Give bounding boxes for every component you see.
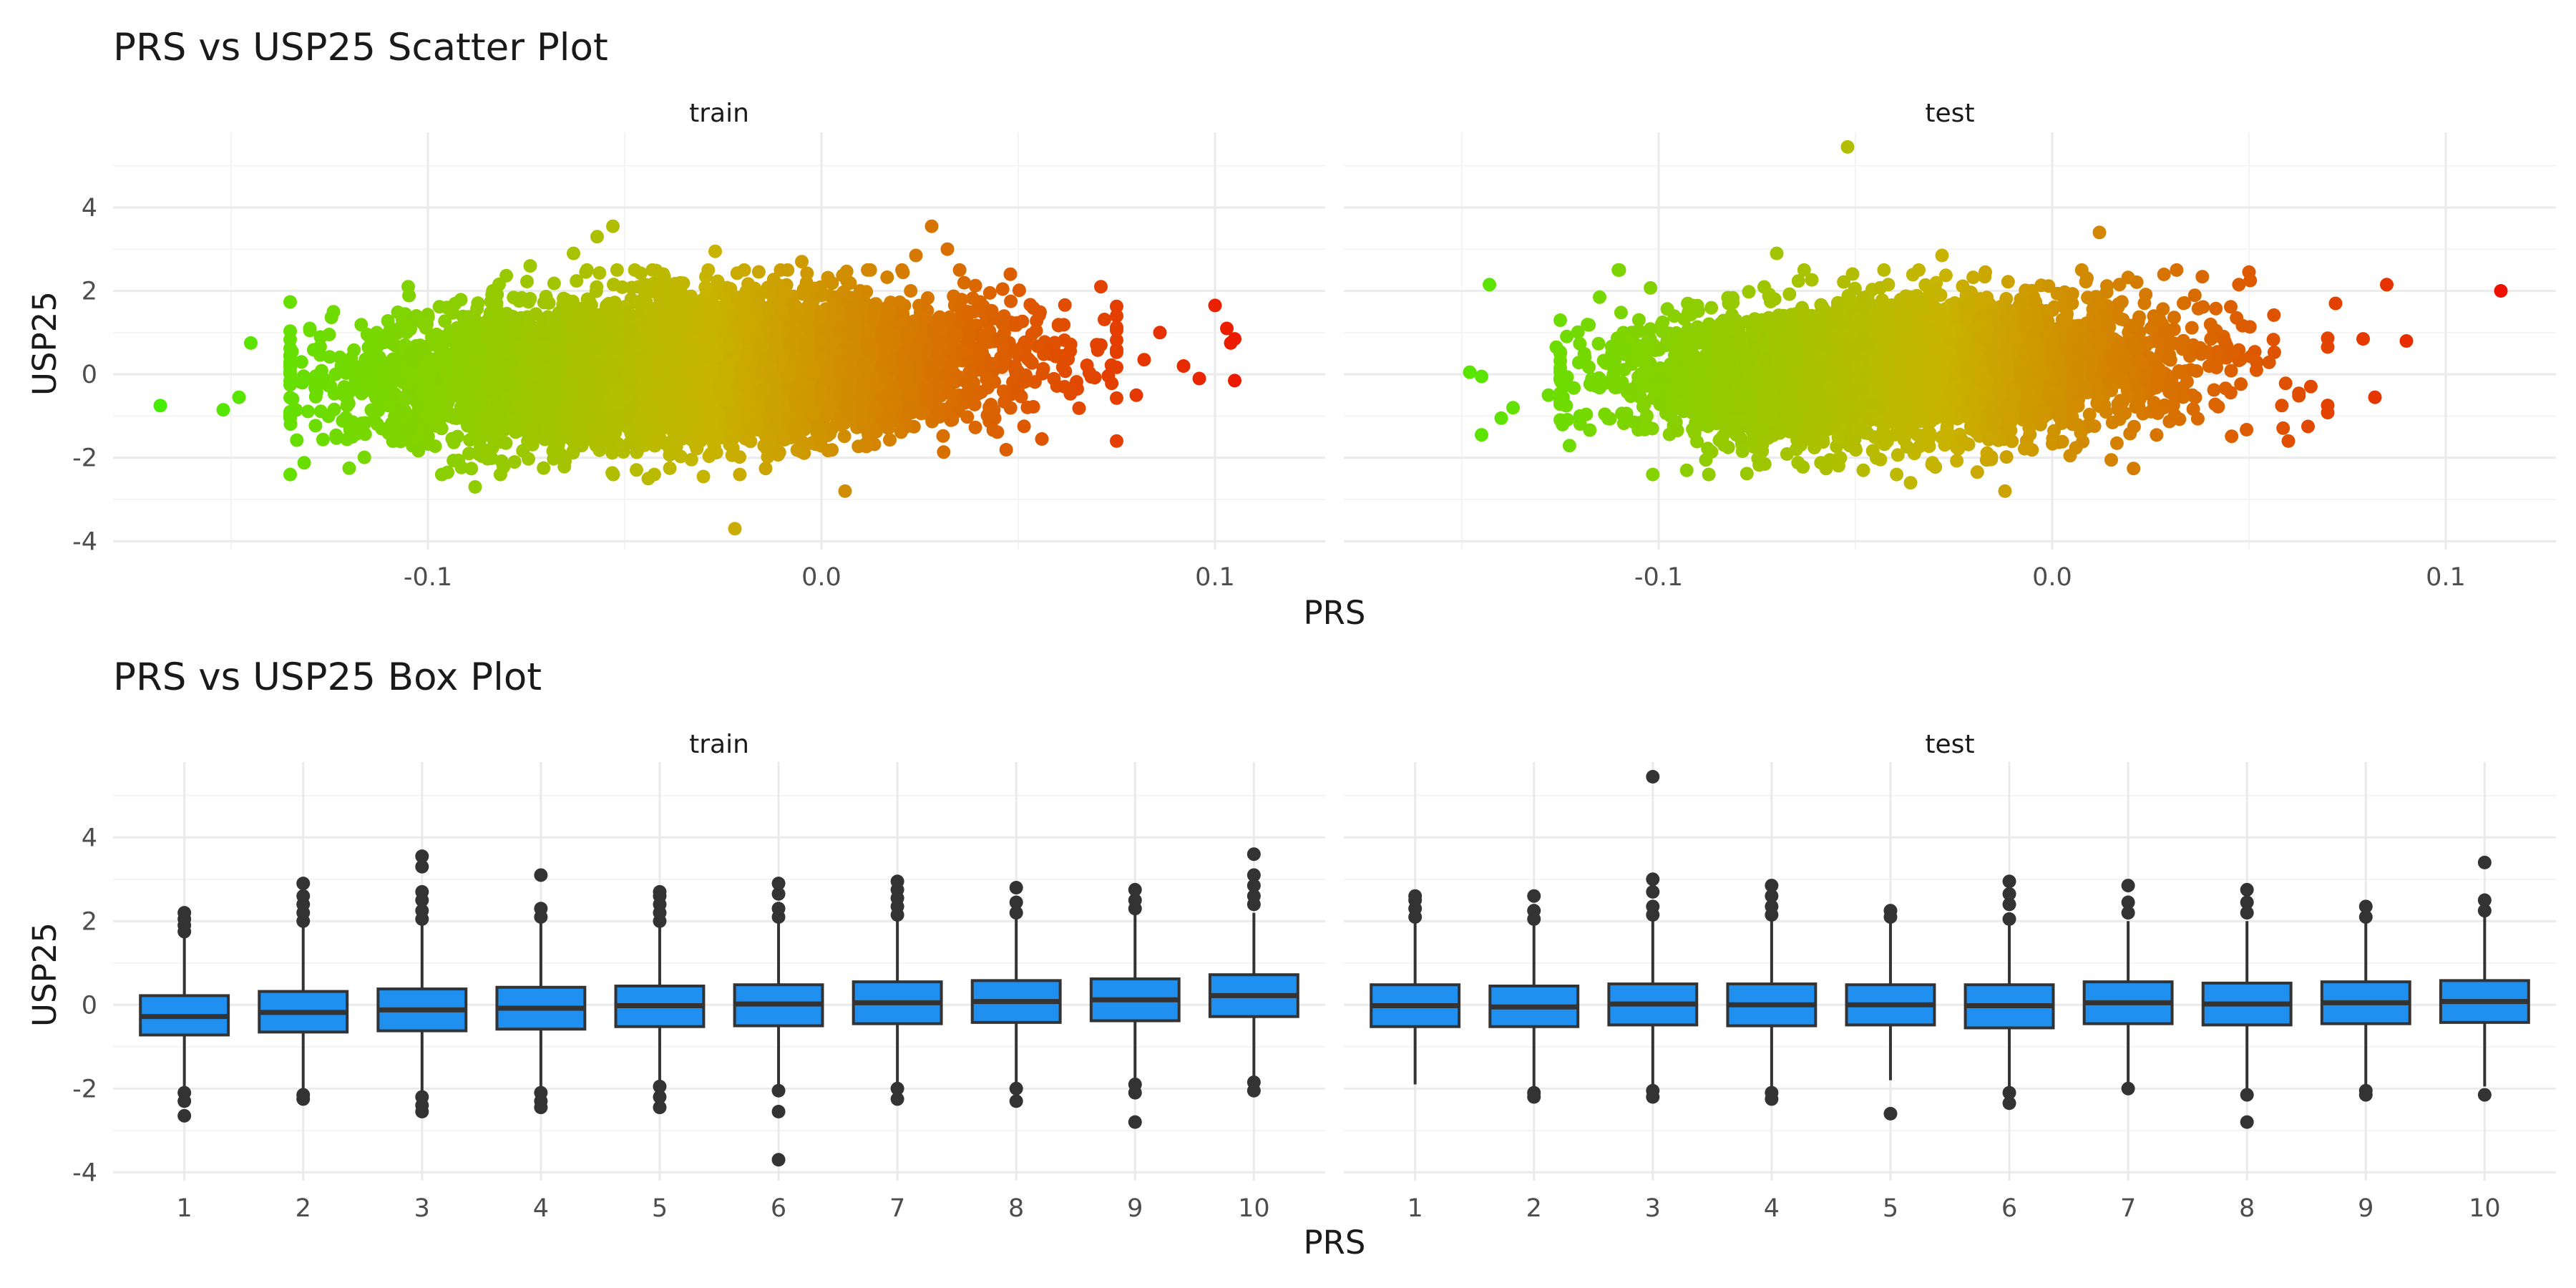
- scatter-point: [297, 456, 311, 470]
- scatter-point: [507, 455, 522, 469]
- scatter-point: [283, 333, 297, 346]
- scatter-plot-section: PRS vs USP25 Scatter Plot train -0.1 0.0 0.…: [26, 26, 2556, 632]
- scatter-point: [663, 461, 677, 475]
- scatter-point: [751, 265, 766, 279]
- scatter-point-cloud: [283, 263, 1123, 482]
- y-tick-label: -2: [72, 444, 97, 473]
- y-tick-label: 4: [82, 194, 97, 223]
- scatter-point: [357, 450, 371, 464]
- scatter-point: [520, 275, 534, 288]
- scatter-panel-train: train -0.1 0.0 0.1 -4 -2 0 2 4: [72, 99, 1325, 592]
- scatter-point: [606, 467, 620, 482]
- scatter-point: [1004, 294, 1018, 308]
- scatter-point: [673, 275, 687, 290]
- scatter-point: [347, 343, 361, 357]
- scatter-point: [859, 285, 874, 299]
- scatter-point: [1012, 283, 1026, 298]
- scatter-point: [737, 263, 751, 277]
- scatter-point: [1026, 400, 1040, 414]
- scatter-point: [1110, 299, 1123, 313]
- scatter-point: [952, 263, 967, 277]
- scatter-point: [580, 263, 594, 277]
- scatter-point: [283, 355, 297, 369]
- scatter-point: [570, 274, 584, 288]
- scatter-point: [283, 467, 297, 482]
- scatter-point: [470, 302, 484, 316]
- scatter-point: [462, 447, 476, 461]
- y-tick-label: 2: [82, 278, 97, 306]
- scatter-point: [639, 278, 653, 292]
- scatter-point: [445, 431, 459, 446]
- scatter-point: [880, 270, 894, 284]
- scatter-point: [1058, 364, 1073, 379]
- scatter-point: [283, 295, 297, 309]
- scatter-point: [968, 278, 982, 293]
- scatter-point: [925, 414, 940, 429]
- scatter-point: [589, 284, 603, 298]
- scatter-point: [341, 396, 356, 411]
- scatter-point: [354, 318, 369, 332]
- scatter-point: [1048, 336, 1062, 350]
- facet-strip-label: train: [689, 99, 749, 128]
- scatter-point: [733, 467, 747, 482]
- scatter-point: [301, 404, 315, 419]
- x-tick-label: 0.0: [801, 563, 841, 592]
- y-tick-label: 0: [82, 361, 97, 389]
- scatter-point: [743, 434, 758, 449]
- scatter-point: [656, 281, 670, 296]
- scatter-point: [758, 462, 773, 476]
- scatter-point: [447, 454, 461, 468]
- x-tick-label: 0.1: [1195, 563, 1235, 592]
- scatter-point: [294, 355, 308, 369]
- scatter-point: [316, 432, 330, 447]
- scatter-point: [1098, 313, 1111, 326]
- scatter-point: [308, 419, 323, 433]
- scatter-point: [537, 461, 551, 475]
- scatter-point: [1110, 391, 1123, 405]
- scatter-point: [1017, 419, 1031, 434]
- scatter-point: [701, 263, 716, 277]
- scatter-point: [1110, 333, 1123, 347]
- scatter-point: [883, 433, 897, 447]
- scatter-point: [1063, 344, 1078, 358]
- scatter-point: [821, 270, 835, 285]
- x-tick-label: -0.1: [404, 563, 452, 592]
- scatter-point: [965, 291, 980, 306]
- scatter-point: [1110, 434, 1123, 448]
- scatter-point: [286, 392, 300, 406]
- scatter-point: [936, 429, 950, 443]
- scatter-point: [283, 417, 298, 431]
- scatter-point: [499, 436, 513, 450]
- y-tick-label: -4: [72, 527, 97, 556]
- scatter-plot-title: PRS vs USP25 Scatter Plot: [113, 26, 608, 69]
- scatter-point: [995, 282, 1010, 296]
